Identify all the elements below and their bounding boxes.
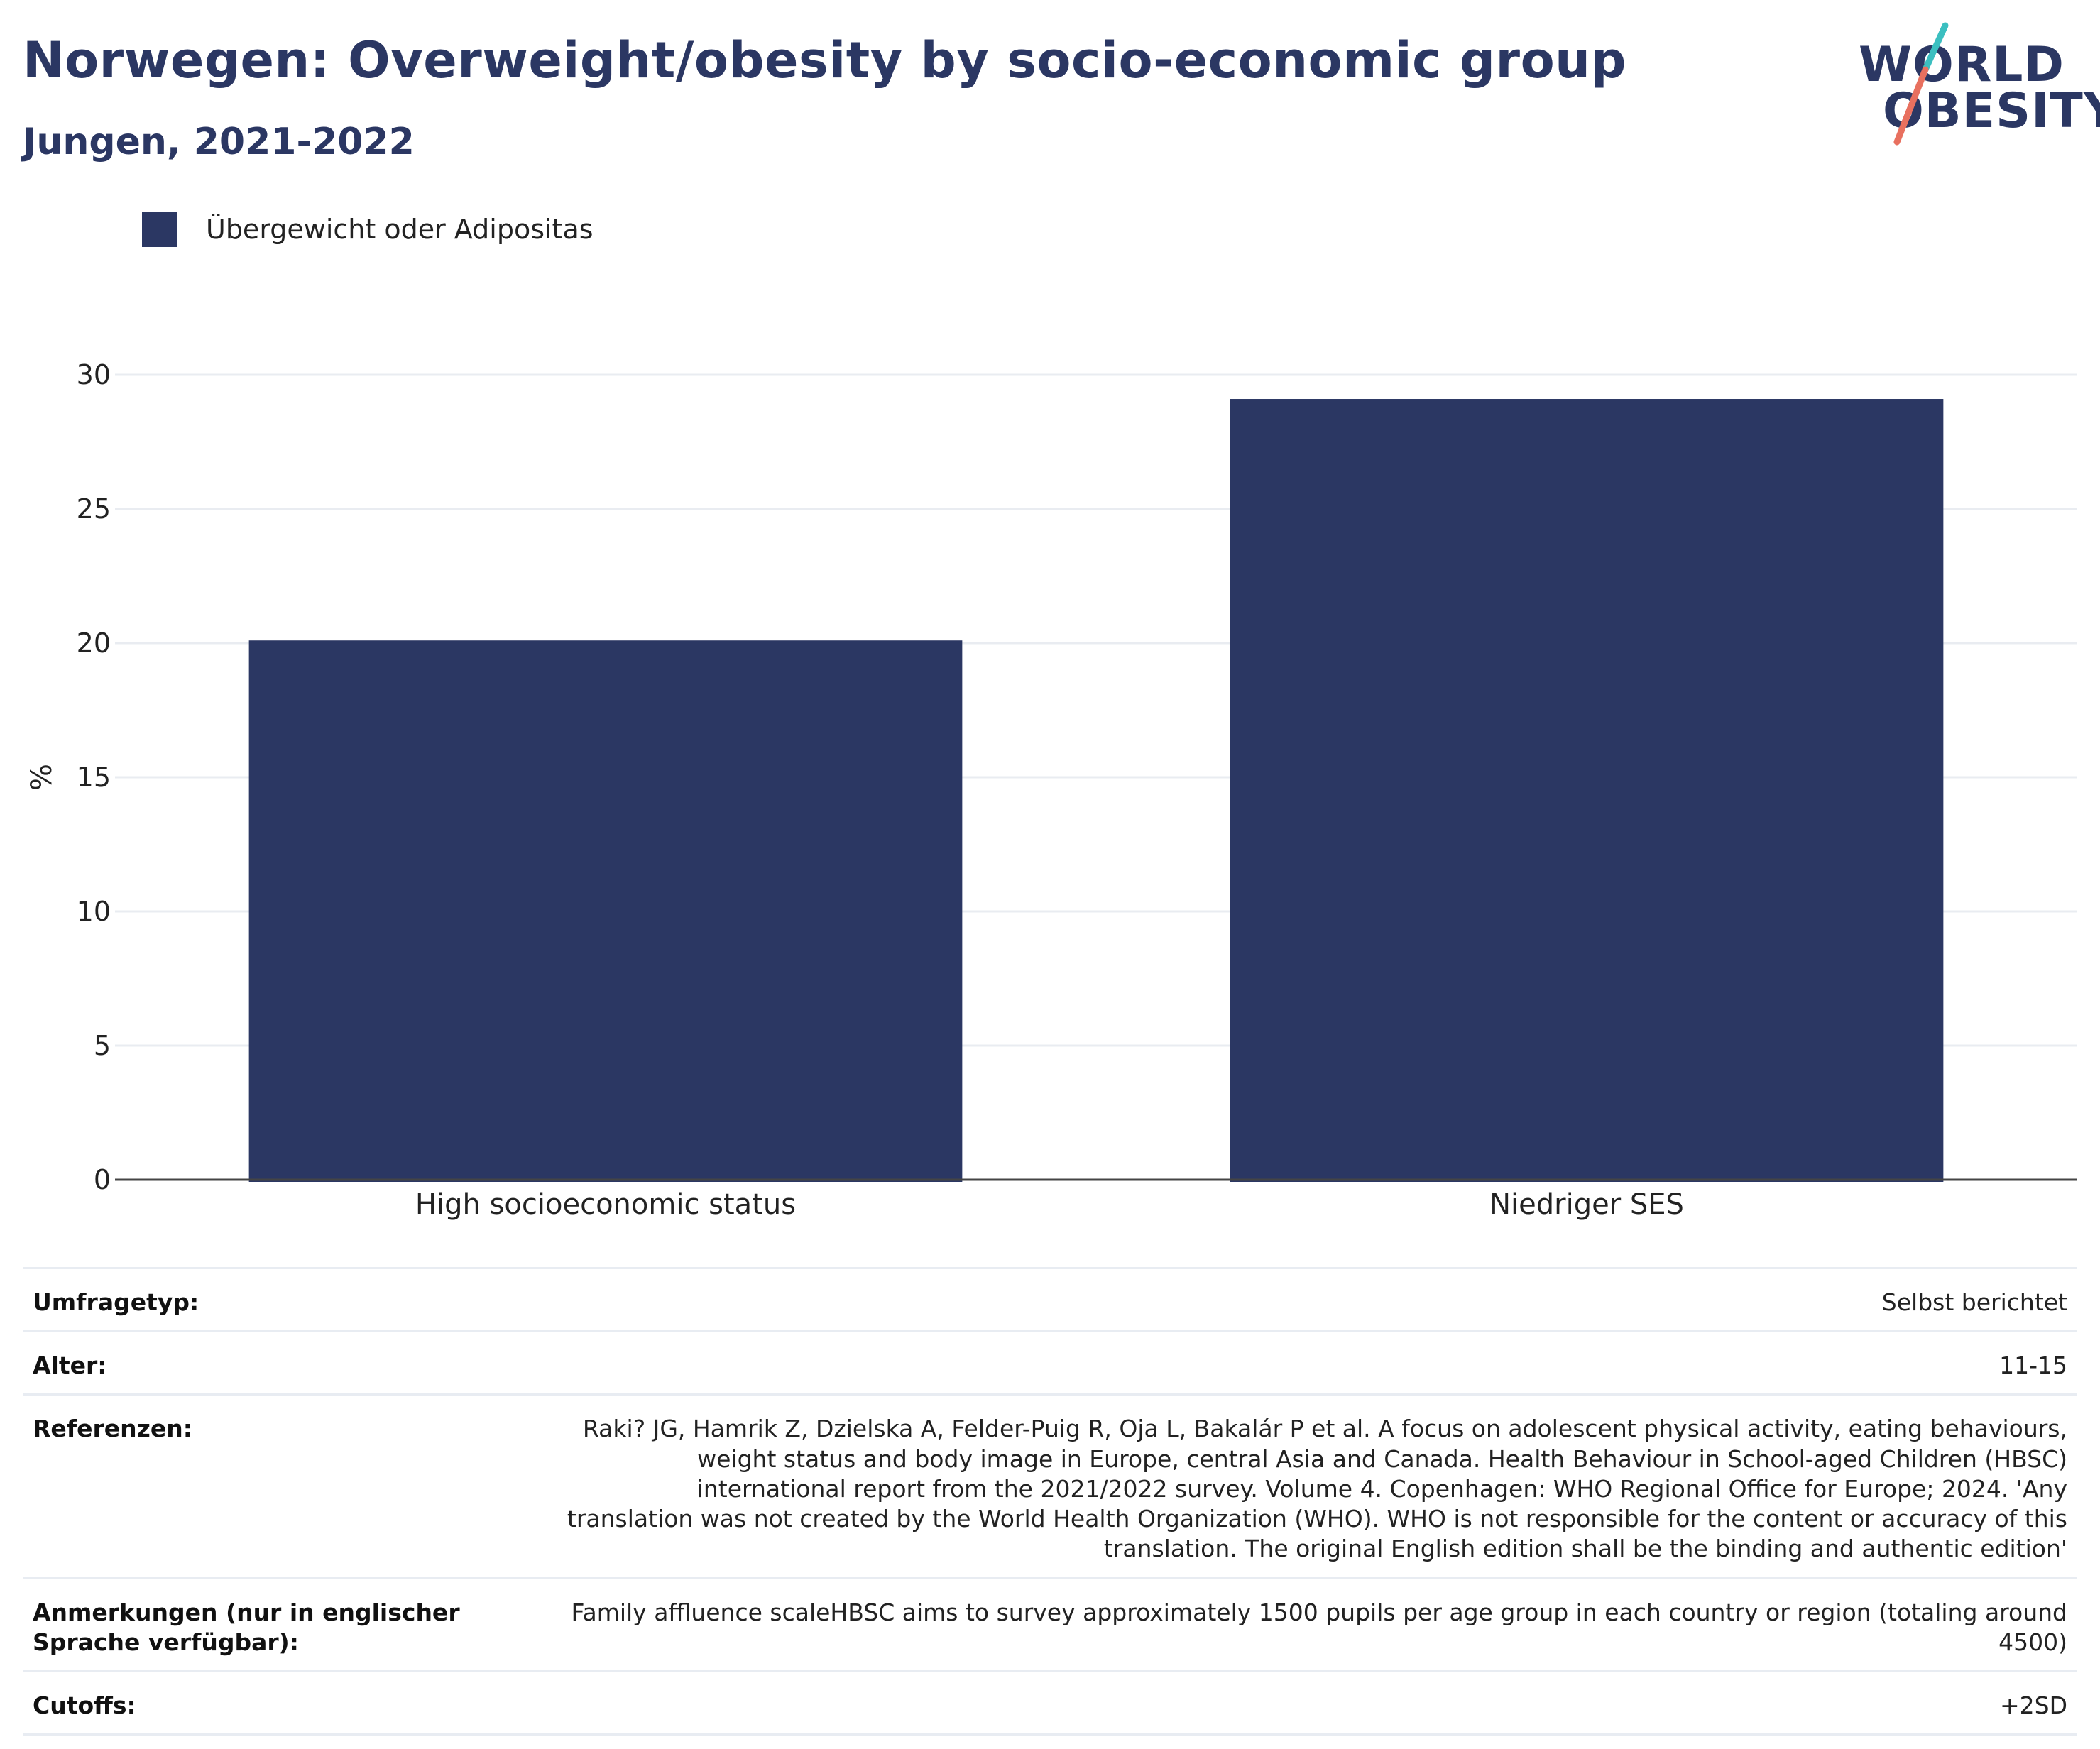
y-axis-ticks: 0 5 10 15 20 25 30: [77, 359, 111, 1195]
metadata-table: Umfragetyp: Selbst berichtet Alter: 11-15 Re…: [23, 1266, 2077, 1736]
logo-line-2: OBESITY: [1883, 83, 2100, 139]
legend-swatch: [142, 212, 177, 247]
bars: [248, 399, 1944, 1182]
chart-subtitle: Jungen, 2021-2022: [23, 121, 415, 163]
info-value: Family affluence scaleHBSC aims to surve…: [554, 1577, 2077, 1672]
bar-chart: 0 5 10 15 20 25 30 High socioeconomic status Ni…: [26, 359, 2077, 1221]
x-tick-label: Niedriger SES: [1489, 1188, 1684, 1221]
info-label: Umfragetyp:: [23, 1266, 554, 1332]
info-value: 11-15: [554, 1330, 2077, 1395]
logo-line-1: WORLD: [1859, 37, 2065, 93]
world-obesity-logo: WORLD OBESITY: [1846, 20, 2100, 155]
chart-title: Norwegen: Overweight/obesity by socio-ec…: [23, 31, 1627, 89]
info-label: Alter:: [23, 1330, 554, 1395]
x-axis-labels: High socioeconomic status Niedriger SES: [415, 1188, 1684, 1221]
info-row: Anmerkungen (nur in englischer Sprache v…: [23, 1577, 2077, 1672]
y-tick-label: 15: [77, 762, 111, 793]
x-tick-label: High socioeconomic status: [415, 1188, 796, 1221]
info-row: Referenzen: Raki? JG, Hamrik Z, Dzielska …: [23, 1393, 2077, 1579]
info-label: Anmerkungen (nur in englischer Sprache v…: [23, 1577, 554, 1672]
y-tick-label: 5: [94, 1030, 111, 1061]
info-value: +2SD: [554, 1670, 2077, 1736]
info-label: Referenzen:: [23, 1393, 554, 1579]
y-tick-label: 0: [94, 1164, 111, 1195]
legend-label: Übergewicht oder Adipositas: [206, 214, 594, 245]
y-tick-label: 10: [77, 896, 111, 927]
y-tick-label: 30: [77, 359, 111, 390]
info-row: Cutoffs: +2SD: [23, 1670, 2077, 1736]
info-value: Raki? JG, Hamrik Z, Dzielska A, Felder-P…: [554, 1393, 2077, 1579]
chart-legend: Übergewicht oder Adipositas: [142, 212, 594, 247]
logo-slash-icon: [1893, 22, 1949, 146]
y-axis-title: %: [26, 764, 58, 791]
bar: [1230, 399, 1944, 1182]
y-tick-label: 20: [77, 627, 111, 659]
info-label: Cutoffs:: [23, 1670, 554, 1736]
info-row: Alter: 11-15: [23, 1330, 2077, 1395]
y-tick-label: 25: [77, 493, 111, 525]
bar: [248, 640, 963, 1182]
info-value: Selbst berichtet: [554, 1266, 2077, 1332]
info-row: Umfragetyp: Selbst berichtet: [23, 1266, 2077, 1332]
